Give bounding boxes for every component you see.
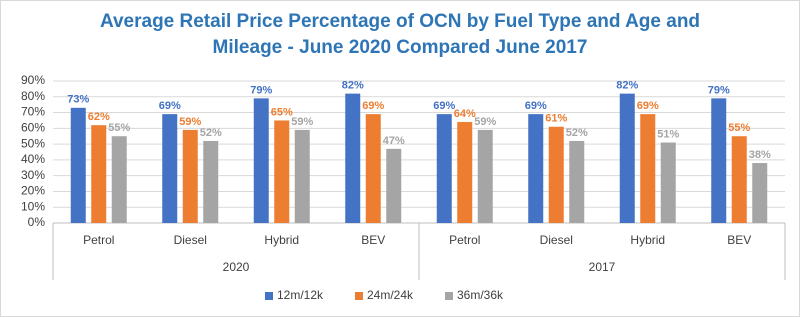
data-label: 69%: [525, 100, 547, 112]
data-label: 52%: [566, 127, 588, 139]
x-tick-label: Hybrid: [630, 233, 665, 247]
bar: [365, 114, 381, 223]
bar: [436, 114, 452, 223]
y-tick-label: 30%: [21, 168, 45, 182]
group-label: 2017: [589, 260, 616, 274]
bar: [386, 148, 402, 223]
bar: [203, 140, 219, 223]
bar: [91, 125, 107, 223]
bar: [731, 136, 747, 223]
data-label: 69%: [433, 100, 455, 112]
data-label: 82%: [342, 80, 364, 92]
data-label: 59%: [179, 116, 201, 128]
y-tick-label: 70%: [21, 105, 45, 119]
y-tick-label: 60%: [21, 121, 45, 135]
x-tick-label: BEV: [361, 233, 385, 247]
bar: [640, 114, 656, 223]
data-label: 61%: [545, 113, 567, 125]
legend-label: 12m/12k: [277, 288, 324, 302]
bar: [294, 129, 310, 223]
y-tick-label: 10%: [21, 199, 45, 213]
bar: [457, 122, 473, 223]
x-tick-label: Hybrid: [264, 233, 299, 247]
data-label: 55%: [108, 122, 130, 134]
bar: [345, 93, 361, 223]
legend-label: 36m/36k: [457, 288, 504, 302]
legend-swatch: [445, 292, 453, 300]
bar: [752, 163, 768, 223]
data-label: 69%: [159, 100, 181, 112]
y-tick-label: 80%: [21, 89, 45, 103]
x-tick-label: Petrol: [83, 233, 114, 247]
data-label: 47%: [383, 135, 405, 147]
data-label: 55%: [728, 122, 750, 134]
y-tick-label: 0%: [28, 215, 46, 229]
data-label: 62%: [88, 111, 110, 123]
legend-swatch: [265, 292, 273, 300]
data-label: 65%: [271, 106, 293, 118]
data-label: 79%: [708, 84, 730, 96]
bar: [111, 136, 127, 223]
y-tick-label: 20%: [21, 184, 45, 198]
data-label: 64%: [454, 108, 476, 120]
data-label: 73%: [67, 94, 89, 106]
x-tick-label: BEV: [727, 233, 751, 247]
x-tick-label: Diesel: [174, 233, 207, 247]
bar: [569, 140, 585, 223]
bar: [477, 129, 493, 223]
data-label: 59%: [291, 116, 313, 128]
x-tick-label: Diesel: [540, 233, 573, 247]
bar: [711, 98, 727, 223]
x-tick-label: Petrol: [449, 233, 480, 247]
bar: [548, 126, 564, 223]
bar: [162, 114, 178, 223]
bar: [660, 142, 676, 223]
legend-label: 24m/24k: [367, 288, 414, 302]
chart-title: Average Retail Price Percentage of OCN b…: [100, 11, 700, 32]
data-label: 59%: [474, 116, 496, 128]
bar: [619, 93, 635, 223]
bar: [274, 120, 290, 223]
data-label: 79%: [250, 84, 272, 96]
data-label: 69%: [362, 100, 384, 112]
data-label: 51%: [657, 128, 679, 140]
chart-title: Mileage - June 2020 Compared June 2017: [213, 37, 588, 58]
data-label: 38%: [749, 149, 771, 161]
y-tick-label: 90%: [21, 73, 45, 87]
bar: [528, 114, 544, 223]
group-label: 2020: [223, 260, 250, 274]
y-tick-label: 40%: [21, 152, 45, 166]
bar: [253, 98, 269, 223]
bar: [70, 107, 86, 223]
legend-swatch: [355, 292, 363, 300]
data-label: 52%: [200, 127, 222, 139]
y-tick-label: 50%: [21, 136, 45, 150]
bar: [182, 129, 198, 223]
data-label: 69%: [637, 100, 659, 112]
data-label: 82%: [616, 80, 638, 92]
